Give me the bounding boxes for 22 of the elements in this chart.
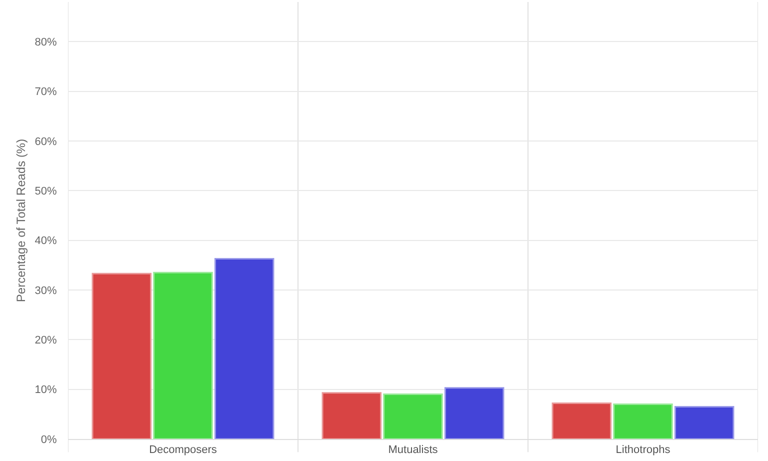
bar bbox=[444, 387, 504, 439]
y-tick-label: 0% bbox=[40, 434, 58, 446]
y-tick-label: 20% bbox=[34, 334, 58, 347]
bar bbox=[322, 392, 382, 439]
bar bbox=[674, 406, 734, 439]
x-tick-label: Decomposers bbox=[149, 444, 218, 456]
y-tick-label: 40% bbox=[34, 235, 58, 248]
bar bbox=[552, 402, 612, 439]
x-tick-label: Lithotrophs bbox=[616, 444, 671, 456]
bar bbox=[613, 403, 673, 439]
bar bbox=[214, 258, 274, 439]
bar bbox=[153, 272, 213, 439]
y-tick-label: 10% bbox=[34, 384, 58, 396]
y-tick-label: 80% bbox=[34, 36, 58, 49]
x-tick-label: Mutualists bbox=[388, 444, 438, 456]
bar bbox=[92, 272, 152, 439]
y-axis-title: Percentage of Total Reads (%) bbox=[14, 138, 28, 302]
y-tick-label: 30% bbox=[34, 284, 58, 297]
y-tick-label: 70% bbox=[34, 86, 58, 98]
y-tick-label: 60% bbox=[34, 136, 58, 148]
bar bbox=[383, 394, 443, 439]
y-tick-label: 50% bbox=[34, 186, 58, 198]
